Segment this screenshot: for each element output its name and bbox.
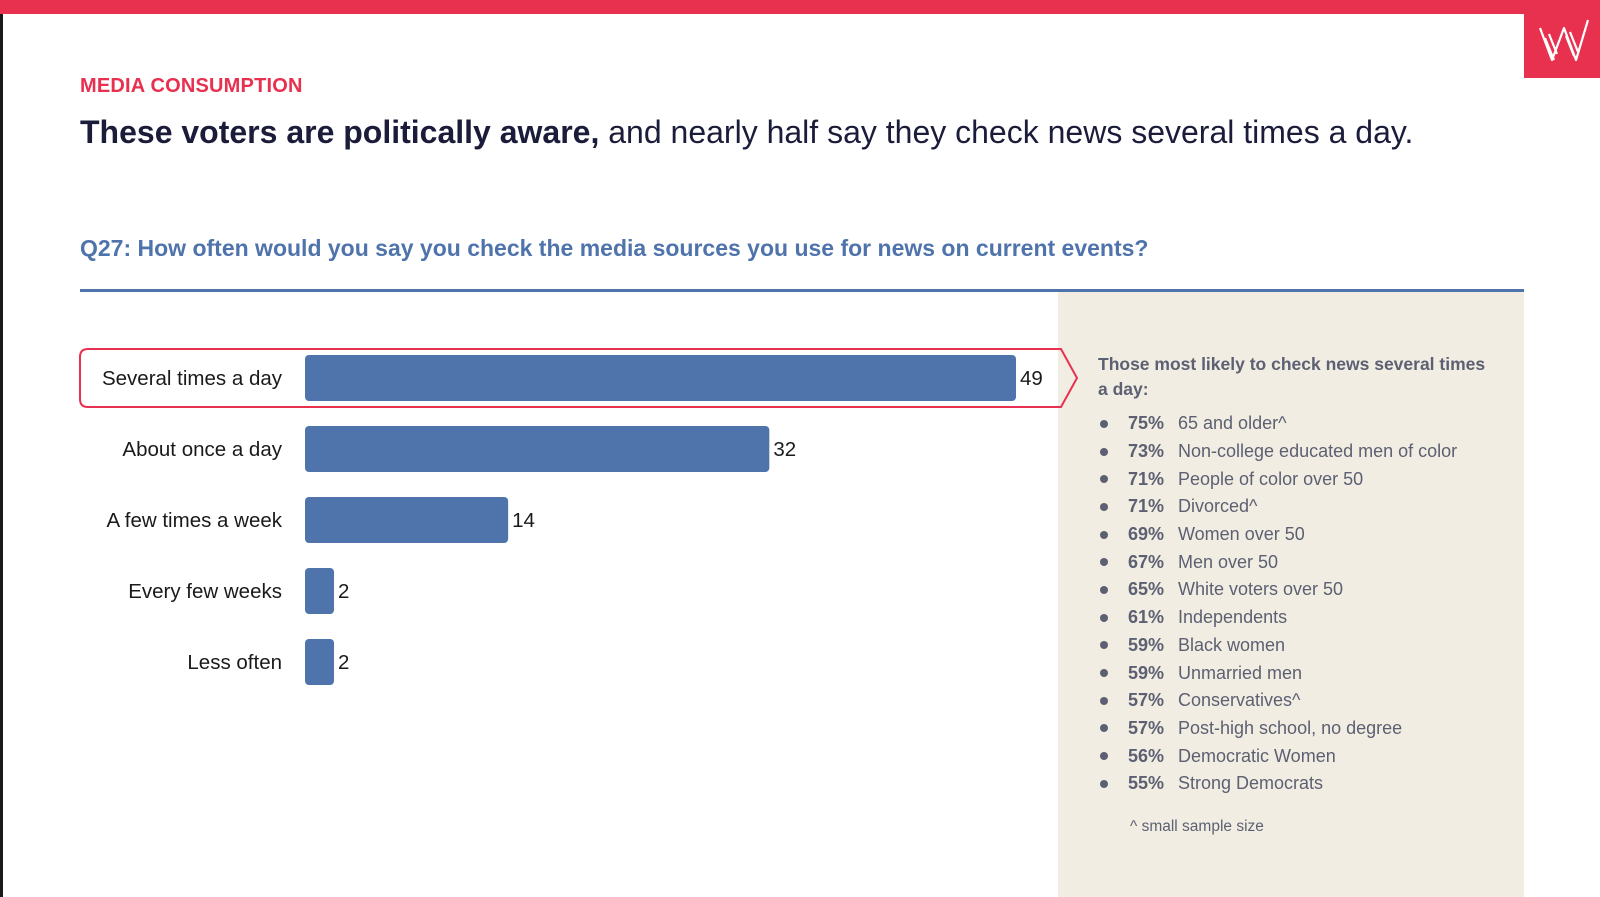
stat-percent: 61% xyxy=(1128,607,1165,628)
value-label: 2 xyxy=(338,580,349,603)
category-label: Less often xyxy=(187,651,282,674)
stat-label: White voters over 50 xyxy=(1178,579,1344,600)
brand-logo-icon xyxy=(1538,19,1590,62)
stat-item: 67% Men over 50 xyxy=(1100,548,1457,576)
bar xyxy=(305,639,335,685)
stat-label: Unmarried men xyxy=(1178,662,1303,683)
bullet-icon xyxy=(1100,447,1108,456)
stat-label: 65 and older^ xyxy=(1178,413,1287,434)
stat-percent: 59% xyxy=(1128,662,1165,683)
stat-item: 71% Divorced^ xyxy=(1100,493,1457,521)
bullet-icon xyxy=(1100,613,1108,622)
stat-percent: 71% xyxy=(1128,496,1165,517)
stat-percent: 75% xyxy=(1128,413,1165,434)
bullet-icon xyxy=(1100,669,1108,678)
stat-item: 65% White voters over 50 xyxy=(1100,576,1457,604)
stat-label: Conservatives^ xyxy=(1178,690,1301,711)
value-label: 2 xyxy=(338,651,349,674)
stat-label: Democratic Women xyxy=(1178,745,1336,766)
stat-item: 61% Independents xyxy=(1100,604,1457,632)
value-label: 14 xyxy=(512,509,535,532)
stat-item: 59% Unmarried men xyxy=(1100,659,1457,687)
category-label: About once a day xyxy=(122,438,282,461)
stat-label: People of color over 50 xyxy=(1178,468,1364,489)
bullet-icon xyxy=(1100,641,1108,650)
stat-item: 57% Conservatives^ xyxy=(1100,687,1457,715)
bullet-icon xyxy=(1100,558,1108,567)
bar-chart: Several times a day 49 About once a day 32 A… xyxy=(79,348,1079,685)
page-headline: These voters are politically aware, and … xyxy=(80,114,1413,151)
bar xyxy=(305,497,509,543)
top-accent-bar xyxy=(0,0,1600,14)
stat-percent: 69% xyxy=(1128,524,1165,545)
stat-item: 56% Democratic Women xyxy=(1100,742,1457,770)
stat-label: Post-high school, no degree xyxy=(1178,717,1403,738)
stat-label: Independents xyxy=(1178,607,1288,628)
stat-percent: 59% xyxy=(1128,634,1165,655)
stat-percent: 56% xyxy=(1128,745,1165,766)
stat-percent: 57% xyxy=(1128,690,1165,711)
footnote: ^ small sample size xyxy=(1130,818,1264,835)
stat-percent: 73% xyxy=(1128,441,1165,462)
stat-label: Divorced^ xyxy=(1178,496,1258,517)
highlight-outline xyxy=(79,348,1079,408)
bullet-icon xyxy=(1100,475,1108,484)
stat-percent: 55% xyxy=(1128,773,1165,794)
bullet-icon xyxy=(1100,530,1108,539)
stat-label: Men over 50 xyxy=(1178,551,1279,572)
bullet-icon xyxy=(1100,779,1108,788)
stat-percent: 57% xyxy=(1128,717,1165,738)
stat-label: Black women xyxy=(1178,634,1286,655)
bullet-icon xyxy=(1100,752,1108,761)
stat-item: 55% Strong Democrats xyxy=(1100,770,1457,798)
stat-item: 71% People of color over 50 xyxy=(1100,465,1457,493)
bar xyxy=(305,355,1016,401)
side-panel xyxy=(1058,292,1524,897)
stat-item: 73% Non-college educated men of color xyxy=(1100,438,1457,466)
category-label: A few times a week xyxy=(107,509,283,532)
stat-item: 69% Women over 50 xyxy=(1100,521,1457,549)
stat-item: 75% 65 and older^ xyxy=(1100,410,1457,438)
value-label: 49 xyxy=(1020,367,1043,390)
question-divider xyxy=(80,289,1524,292)
headline-rest: and nearly half say they check news seve… xyxy=(599,114,1414,150)
bar xyxy=(305,426,770,472)
category-label: Several times a day xyxy=(102,367,283,390)
bullet-icon xyxy=(1100,502,1108,511)
headline-bold: These voters are politically aware, xyxy=(80,114,600,150)
value-label: 32 xyxy=(773,438,796,461)
bullet-icon xyxy=(1100,585,1108,594)
bullet-icon xyxy=(1100,724,1108,733)
stat-label: Non-college educated men of color xyxy=(1178,441,1458,462)
stat-item: 57% Post-high school, no degree xyxy=(1100,715,1457,743)
stat-label: Women over 50 xyxy=(1178,524,1305,545)
bullet-icon xyxy=(1100,696,1108,705)
section-label: MEDIA CONSUMPTION xyxy=(80,75,303,97)
stat-label: Strong Democrats xyxy=(1178,773,1324,794)
stat-percent: 65% xyxy=(1128,579,1165,600)
brand-logo xyxy=(1524,14,1600,78)
survey-question: Q27: How often would you say you check t… xyxy=(80,235,1149,261)
stat-item: 59% Black women xyxy=(1100,632,1457,660)
stat-percent: 71% xyxy=(1128,468,1165,489)
side-panel-title: Those most likely to check news several … xyxy=(1098,354,1486,399)
category-label: Every few weeks xyxy=(128,580,282,603)
bar xyxy=(305,568,335,614)
bullet-icon xyxy=(1100,419,1108,428)
stat-percent: 67% xyxy=(1128,551,1165,572)
left-edge-rule xyxy=(0,0,3,897)
stat-list: 75% 65 and older^ 73% Non-college educated … xyxy=(1100,410,1457,798)
